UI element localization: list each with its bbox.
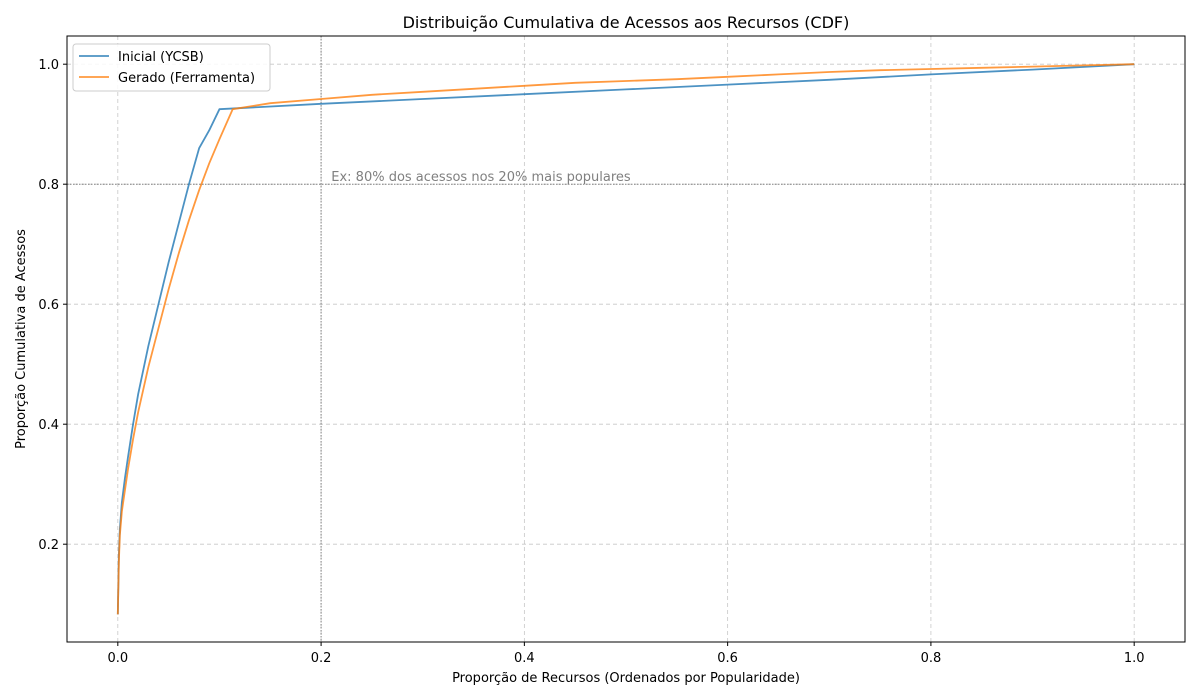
reference-lines <box>67 36 1185 642</box>
x-axis-label: Proporção de Recursos (Ordenados por Pop… <box>452 671 800 686</box>
legend-label-gerado: Gerado (Ferramenta) <box>118 71 255 86</box>
legend-label-inicial: Inicial (YCSB) <box>118 50 204 65</box>
y-tick-label: 1.0 <box>38 58 59 73</box>
grid-lines <box>67 36 1185 642</box>
y-tick-label: 0.4 <box>38 418 59 433</box>
x-tick-label: 0.4 <box>514 651 535 666</box>
series-lines <box>116 63 1135 615</box>
y-tick-label: 0.2 <box>38 538 59 553</box>
y-axis-label: Proporção Cumulativa de Acessos <box>14 229 29 449</box>
x-tick-label: 1.0 <box>1124 651 1145 666</box>
legend: Inicial (YCSB) Gerado (Ferramenta) <box>72 43 271 92</box>
y-tick-label: 0.8 <box>38 178 59 193</box>
chart-title: Distribuição Cumulativa de Acessos aos R… <box>403 13 850 32</box>
annotation-text: Ex: 80% dos acessos nos 20% mais popular… <box>331 170 631 185</box>
y-tick-label: 0.6 <box>38 298 59 313</box>
x-tick-label: 0.0 <box>107 651 128 666</box>
plot-frame <box>66 35 1186 643</box>
x-axis-ticks: 0.0 0.2 0.4 0.6 0.8 1.0 <box>107 642 1145 666</box>
legend-box <box>72 43 271 92</box>
series-line-0 <box>116 63 1135 615</box>
y-axis-ticks: 0.2 0.4 0.6 0.8 1.0 <box>38 58 67 553</box>
x-tick-label: 0.8 <box>921 651 942 666</box>
x-tick-label: 0.2 <box>311 651 332 666</box>
x-tick-label: 0.6 <box>717 651 738 666</box>
series-line-1 <box>116 63 1135 615</box>
